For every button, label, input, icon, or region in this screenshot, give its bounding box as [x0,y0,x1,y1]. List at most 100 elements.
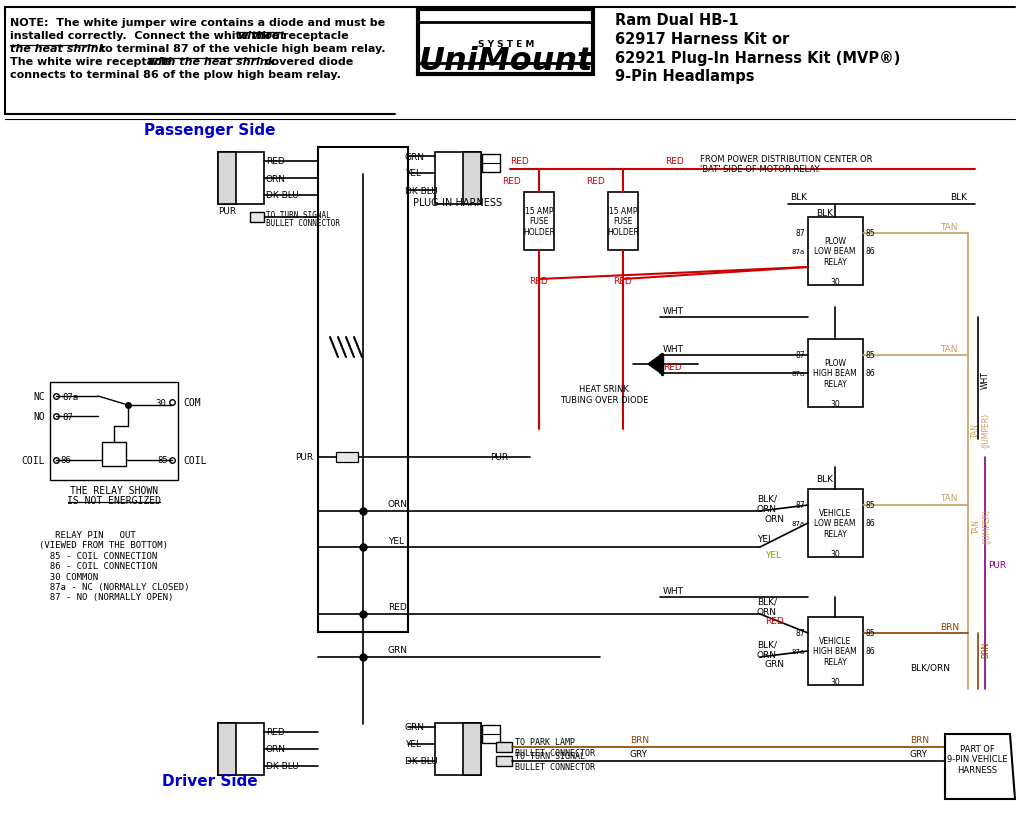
Text: 30: 30 [829,677,839,686]
Text: 15 AMP
FUSE
HOLDER: 15 AMP FUSE HOLDER [523,206,554,237]
Text: DK BLU: DK BLU [405,186,437,196]
Text: 87a: 87a [791,370,804,376]
Text: BLK/
ORN: BLK/ ORN [756,597,776,616]
Text: connects to terminal 86 of the plow high beam relay.: connects to terminal 86 of the plow high… [10,70,340,80]
Text: BLK/ORN: BLK/ORN [909,663,949,671]
Text: TAN: TAN [940,494,957,503]
Bar [607,193,637,251]
Text: PLOW
LOW BEAM
RELAY: PLOW LOW BEAM RELAY [813,237,855,267]
Bar [250,212,264,222]
Text: 87: 87 [795,351,804,360]
Text: GRN: GRN [387,645,408,655]
Bar [463,153,481,205]
Text: YEL: YEL [764,550,781,558]
Bar [335,452,358,462]
Bar [807,617,862,686]
Bar [434,153,481,205]
Text: PUR: PUR [987,560,1005,568]
Text: BLK: BLK [815,475,833,484]
Text: 85: 85 [157,456,167,465]
Text: BLK/
ORN: BLK/ ORN [756,494,776,513]
Text: IS NOT ENERGIZED: IS NOT ENERGIZED [67,496,161,506]
Text: RED: RED [586,177,604,186]
Text: 87: 87 [795,629,804,638]
Text: 30: 30 [829,549,839,558]
Text: RED: RED [662,362,681,371]
Text: 86: 86 [865,369,874,378]
Text: NOTE:  The white jumper wire contains a diode and must be: NOTE: The white jumper wire contains a d… [10,18,385,28]
Bar [463,723,481,775]
Bar [218,723,235,775]
Text: ORN: ORN [266,174,285,183]
Text: VEHICLE
HIGH BEAM
RELAY: VEHICLE HIGH BEAM RELAY [812,636,856,666]
Text: PUR: PUR [294,453,313,462]
Bar [807,339,862,407]
Text: TAN: TAN [940,344,957,353]
Text: RELAY PIN   OUT
(VIEWED FROM THE BOTTOM)
  85 - COIL CONNECTION
  86 - COIL CONN: RELAY PIN OUT (VIEWED FROM THE BOTTOM) 8… [39,530,190,602]
Text: TO PARK LAMP
BULLET CONNECTOR: TO PARK LAMP BULLET CONNECTOR [515,737,594,757]
Text: PUR: PUR [489,453,507,462]
Text: VEHICLE
LOW BEAM
RELAY: VEHICLE LOW BEAM RELAY [813,508,855,538]
Text: NC: NC [34,391,45,401]
Text: RED: RED [266,157,284,166]
Text: TO TURN SIGNAL: TO TURN SIGNAL [266,212,330,220]
Text: BLK: BLK [949,192,966,201]
Text: YEL: YEL [405,740,421,748]
Text: 87a: 87a [791,248,804,255]
Text: RED: RED [664,157,683,166]
Bar [807,489,862,558]
Bar [482,155,499,173]
Text: Ram Dual HB-1: Ram Dual HB-1 [614,13,738,28]
Text: RED: RED [387,603,407,612]
Text: with the heat shrink: with the heat shrink [148,57,275,67]
Text: 87: 87 [795,229,804,238]
Text: PLUG-IN HARNESS: PLUG-IN HARNESS [413,198,501,208]
Text: DK BLU: DK BLU [405,757,437,766]
Text: 86: 86 [865,519,874,528]
Text: 86: 86 [865,647,874,655]
Text: GRN: GRN [764,660,785,669]
Bar [218,723,264,775]
Text: TO TURN SIGNAL
BULLET CONNECTOR: TO TURN SIGNAL BULLET CONNECTOR [515,752,594,771]
Text: COIL: COIL [182,456,206,466]
Text: WHT: WHT [980,370,989,389]
Text: YEL: YEL [405,170,421,178]
Text: BLK: BLK [790,192,806,201]
Text: HEAT SRINK
TUBING OVER DIODE: HEAT SRINK TUBING OVER DIODE [559,385,648,405]
Text: TAN
(JUMPER): TAN (JUMPER) [971,507,990,543]
Bar [218,153,264,205]
Bar [102,442,126,466]
Text: DK BLU: DK BLU [266,191,299,201]
Text: UniMount: UniMount [419,45,593,76]
Text: 87a: 87a [62,392,78,401]
Text: 30: 30 [155,398,165,407]
Text: Driver Side: Driver Side [162,773,258,788]
Text: 85: 85 [865,229,874,238]
Text: PART OF
9-PIN VEHICLE
HARNESS: PART OF 9-PIN VEHICLE HARNESS [946,744,1007,774]
Bar [434,723,481,775]
Text: YEL: YEL [387,536,404,545]
Text: RED: RED [510,157,528,166]
Text: ORN: ORN [387,500,408,509]
Bar [524,193,553,251]
Text: without: without [236,31,285,41]
Text: 87a: 87a [791,648,804,655]
Text: covered diode: covered diode [261,57,353,67]
Polygon shape [647,354,661,375]
Text: 86: 86 [60,456,70,465]
Text: BRN: BRN [940,622,958,630]
Text: RED: RED [529,278,547,286]
Text: TAN
(JUMPER): TAN (JUMPER) [970,412,989,447]
Text: 85: 85 [865,629,874,638]
Text: GRY: GRY [909,750,927,758]
Text: BULLET CONNECTOR: BULLET CONNECTOR [266,219,339,228]
Bar [495,756,512,766]
Text: FROM POWER DISTRIBUTION CENTER OR: FROM POWER DISTRIBUTION CENTER OR [699,155,871,165]
Text: BLK/
ORN: BLK/ ORN [756,640,776,659]
Bar [495,742,512,752]
Text: NO: NO [34,411,45,421]
Text: ®: ® [581,63,590,71]
Text: 30: 30 [829,400,839,409]
Text: THE RELAY SHOWN: THE RELAY SHOWN [70,486,158,496]
Text: YEL: YEL [756,535,772,544]
